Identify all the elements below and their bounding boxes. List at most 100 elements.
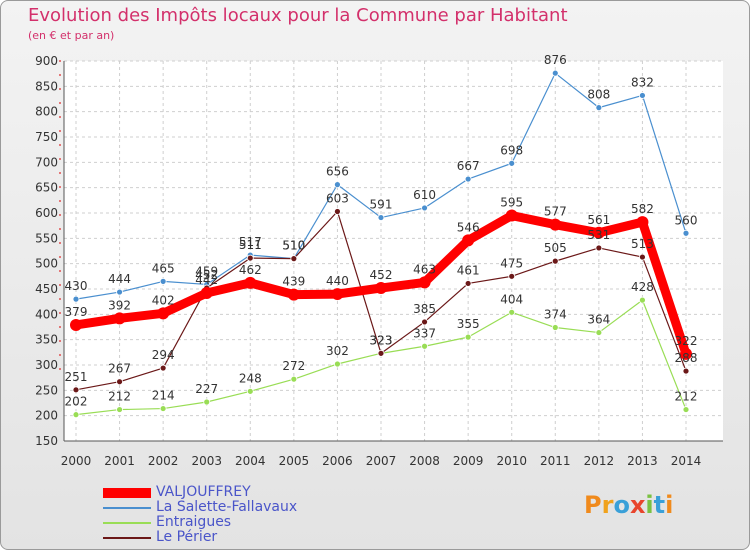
y-tick-label: 750 xyxy=(35,130,58,144)
data-point xyxy=(639,296,646,304)
data-point xyxy=(334,360,341,368)
data-label: 444 xyxy=(108,272,131,286)
data-point xyxy=(595,104,603,112)
legend-swatch xyxy=(103,522,151,524)
data-point xyxy=(246,387,254,395)
x-tick-label: 2004 xyxy=(235,454,266,468)
data-point xyxy=(72,295,80,303)
chart-title: Evolution des Impôts locaux pour la Comm… xyxy=(28,5,568,26)
data-label: 461 xyxy=(457,263,480,277)
data-point xyxy=(508,159,516,167)
data-point xyxy=(551,69,559,77)
data-label: 379 xyxy=(65,305,88,319)
data-label: 610 xyxy=(413,188,436,202)
data-point xyxy=(290,375,298,383)
data-label: 439 xyxy=(282,275,305,289)
y-tick-label: 300 xyxy=(35,358,58,372)
data-label: 832 xyxy=(631,75,654,89)
data-point xyxy=(244,276,257,289)
data-point xyxy=(549,218,562,231)
x-tick-label: 2011 xyxy=(540,454,571,468)
data-point xyxy=(464,175,472,183)
y-tick-label: 900 xyxy=(35,54,58,68)
data-point xyxy=(421,318,428,326)
x-tick-label: 2002 xyxy=(148,454,179,468)
data-point xyxy=(290,255,298,263)
data-label: 364 xyxy=(587,313,610,327)
data-label: 582 xyxy=(631,202,654,216)
logo-letter: x xyxy=(629,491,646,519)
y-tick-label: 600 xyxy=(35,206,58,220)
data-label: 656 xyxy=(326,165,349,179)
logo-letter: P xyxy=(584,491,602,519)
data-label: 248 xyxy=(239,371,262,385)
x-tick-label: 2007 xyxy=(366,454,397,468)
data-point xyxy=(116,378,123,386)
data-point xyxy=(418,276,431,289)
data-label: 452 xyxy=(370,268,393,282)
data-label: 510 xyxy=(282,239,305,253)
y-tick-label: 200 xyxy=(35,409,58,423)
data-label: 808 xyxy=(587,88,610,102)
data-point xyxy=(639,92,646,99)
x-tick-label: 2009 xyxy=(453,454,484,468)
y-tick-label: 800 xyxy=(35,105,58,119)
data-label: 214 xyxy=(152,389,175,403)
data-point xyxy=(334,208,341,215)
data-label: 202 xyxy=(65,395,88,409)
data-point xyxy=(592,226,605,239)
data-point xyxy=(246,254,254,262)
data-label: 227 xyxy=(195,382,218,396)
data-label: 459 xyxy=(195,264,218,278)
y-tick-label: 850 xyxy=(35,79,58,93)
proxiti-logo: Proxiti xyxy=(584,491,673,519)
data-label: 251 xyxy=(65,370,88,384)
data-point xyxy=(682,406,690,413)
data-point xyxy=(505,209,518,222)
data-label: 385 xyxy=(413,302,436,316)
data-label: 603 xyxy=(326,191,349,205)
legend-label: Entraigues xyxy=(156,514,232,530)
y-tick-label: 150 xyxy=(35,434,58,448)
logo-letter: i xyxy=(665,491,674,519)
data-point xyxy=(377,214,385,221)
x-tick-label: 2006 xyxy=(322,454,353,468)
data-label: 323 xyxy=(370,333,393,347)
data-label: 404 xyxy=(500,292,523,306)
data-point xyxy=(682,229,690,237)
legend-label: Le Périer xyxy=(156,529,218,545)
data-point xyxy=(159,405,167,412)
axes: 150 200 250 300 350 400 450 500 550 600 650 700 750 8… xyxy=(35,54,723,468)
y-tick-label: 450 xyxy=(35,282,58,296)
y-tick-label: 400 xyxy=(35,307,58,321)
data-label: 355 xyxy=(457,317,480,331)
y-tick-label: 550 xyxy=(35,231,58,245)
legend-swatch xyxy=(103,507,151,509)
data-label: 452 xyxy=(195,268,218,282)
data-label: 546 xyxy=(457,220,480,234)
data-point xyxy=(70,318,82,331)
data-label: 302 xyxy=(326,344,349,358)
data-point xyxy=(462,234,475,247)
data-label: 212 xyxy=(108,390,131,404)
data-point xyxy=(113,312,126,325)
data-label: 595 xyxy=(500,196,523,210)
data-point xyxy=(464,280,472,287)
data-point xyxy=(508,272,516,280)
logo-letter: i xyxy=(645,491,654,519)
data-label: 560 xyxy=(675,213,698,227)
data-point xyxy=(334,181,341,189)
data-label: 288 xyxy=(675,351,698,365)
data-label: 511 xyxy=(239,238,262,252)
grid xyxy=(64,60,723,442)
data-point xyxy=(551,324,559,331)
logo-letter: t xyxy=(653,491,666,519)
y-tick-label: 500 xyxy=(35,257,58,271)
logo-letter: o xyxy=(613,491,630,519)
data-label: 440 xyxy=(326,274,349,288)
legend-swatch xyxy=(103,537,151,539)
x-tick-label: 2000 xyxy=(61,454,92,468)
data-point xyxy=(331,288,344,301)
